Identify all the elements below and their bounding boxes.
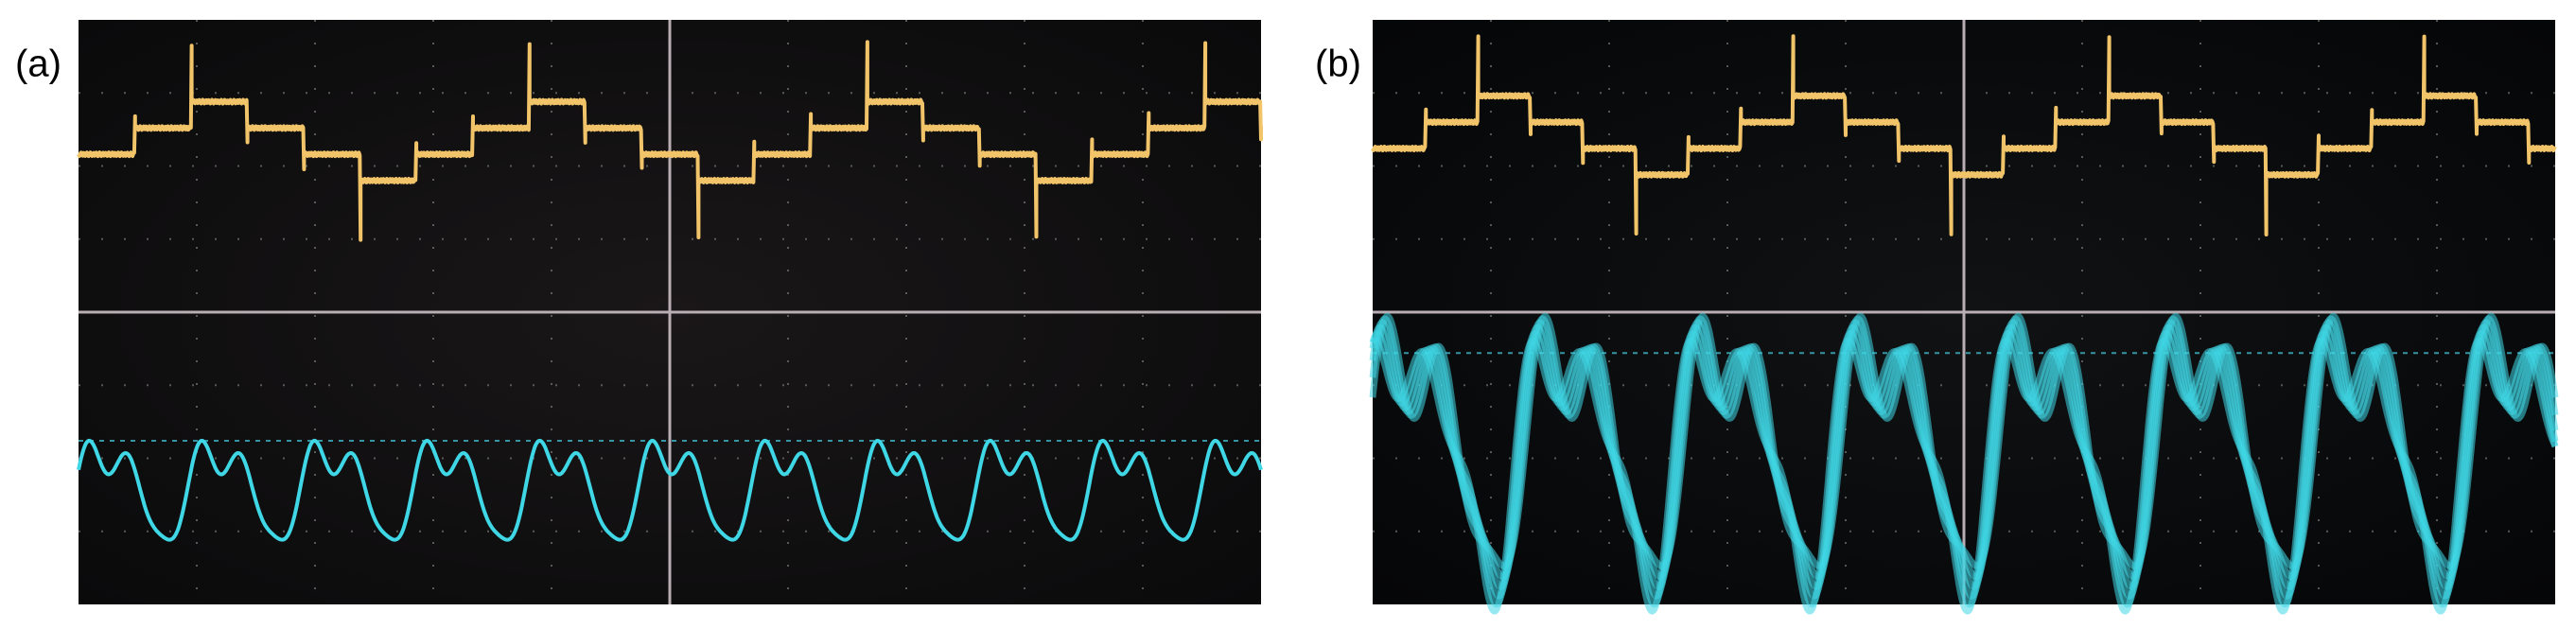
panel-label: (a) [15,44,61,85]
cyan-trace [1369,329,2559,608]
yellow-trace [77,40,1263,242]
scope-panel [1369,20,2559,615]
cyan-trace [1370,337,2559,615]
panel-label: (b) [1315,44,1361,85]
yellow-trace [1371,34,2557,236]
scope-panel [77,20,1263,604]
cyan-trace [77,438,1263,542]
